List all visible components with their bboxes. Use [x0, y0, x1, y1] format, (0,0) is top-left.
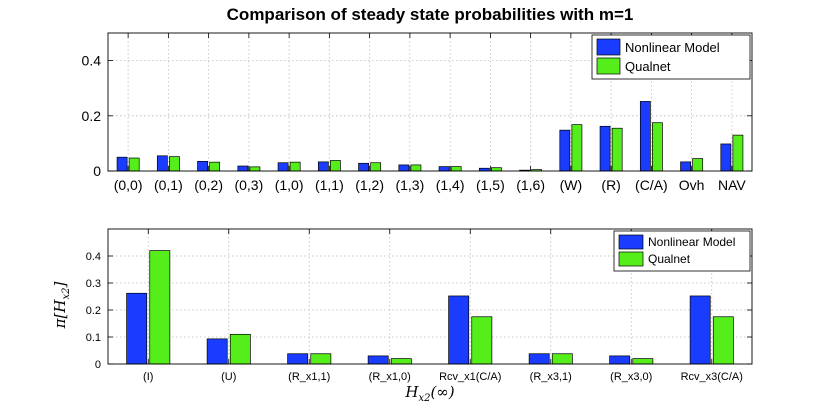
bar-qualnet: [551, 353, 573, 365]
bar-nonlinear-model: [116, 156, 128, 172]
x-tick-label: (1,0): [275, 177, 304, 193]
x-tick-label: (U): [221, 371, 236, 383]
x-tick-label: Ovh: [679, 177, 705, 193]
bar-qualnet: [249, 166, 261, 172]
x-tick-label: (1,3): [395, 177, 424, 193]
bar-nonlinear-model: [680, 161, 691, 172]
x-tick-label: (0,2): [194, 177, 223, 193]
top-plot: 0 0.2 0.4 (0,0) (0,1) (0,2) (0,3) (1,0) (1,1) (1,…: [82, 32, 753, 193]
x-tick-label: (W): [560, 177, 583, 193]
bar-qualnet: [410, 164, 422, 172]
x-tick-label: (1,4): [436, 177, 465, 193]
bar-qualnet: [712, 316, 734, 365]
bar-nonlinear-model: [126, 292, 148, 365]
y-tick-label: 0: [95, 359, 101, 371]
bar-nonlinear-model: [277, 162, 289, 172]
y-tick-label: 0.2: [82, 108, 102, 124]
bar-qualnet: [289, 161, 301, 172]
bar-qualnet: [491, 167, 502, 172]
x-tick-label: (1,2): [355, 177, 384, 193]
x-tick-label: (0,1): [154, 177, 183, 193]
bar-qualnet: [471, 316, 493, 365]
legend-swatch: [618, 251, 644, 267]
x-tick-label: Rcv_x3(C/A): [681, 371, 743, 383]
bar-qualnet: [229, 333, 251, 365]
bar-qualnet: [149, 250, 171, 365]
chart-title: Comparison of steady state probabilities…: [227, 5, 634, 24]
legend-entry: Qualnet: [625, 59, 671, 74]
bar-qualnet: [370, 162, 382, 172]
x-tick-label: (1,1): [315, 177, 344, 193]
bar-qualnet: [632, 358, 654, 365]
x-tick-label: (0,3): [234, 177, 263, 193]
bar-nonlinear-model: [398, 164, 410, 172]
y-tick-label: 0.1: [86, 332, 101, 344]
bar-qualnet: [571, 124, 583, 172]
bar-qualnet: [310, 353, 332, 365]
bar-nonlinear-model: [287, 353, 309, 365]
bottom-plot: 0 0.1 0.2 0.3 0.4 (I) (U) (R_x1,1) (R_x1,0) Rcv_x…: [86, 228, 753, 383]
bar-nonlinear-model: [448, 295, 470, 365]
bar-nonlinear-model: [639, 101, 651, 172]
x-tick-label: NAV: [718, 177, 746, 193]
x-tick-label: (R_x3,1): [530, 371, 572, 383]
x-tick-label: (1,6): [516, 177, 545, 193]
x-tick-label: (I): [143, 371, 153, 383]
x-tick-label: (R_x3,0): [610, 371, 652, 383]
bar-nonlinear-model: [367, 355, 389, 365]
legend-swatch: [596, 57, 621, 75]
y-tick-label: 0.4: [82, 53, 102, 69]
bar-qualnet: [692, 158, 704, 172]
legend-swatch: [618, 234, 644, 250]
plot-frame: [107, 228, 753, 365]
bar-nonlinear-model: [317, 161, 329, 172]
x-tick-label: (R_x1,1): [288, 371, 330, 383]
bar-nonlinear-model: [599, 125, 611, 172]
x-axis-label: Hx2(∞): [404, 383, 454, 404]
bar-qualnet: [169, 156, 180, 172]
x-tick-label: (0,0): [114, 177, 143, 193]
x-tick-label: (R): [601, 177, 620, 193]
legend-entry: Nonlinear Model: [625, 40, 720, 55]
legend-entry: Nonlinear Model: [648, 235, 735, 249]
bar-qualnet: [390, 358, 412, 365]
bar-nonlinear-model: [358, 162, 369, 172]
bar-qualnet: [450, 166, 462, 172]
bar-nonlinear-model: [689, 295, 711, 365]
bar-nonlinear-model: [206, 338, 228, 365]
bar-qualnet: [611, 127, 623, 172]
bar-nonlinear-model: [197, 160, 208, 172]
bar-qualnet: [209, 161, 221, 172]
plot-frame: [107, 32, 753, 172]
bar-nonlinear-model: [156, 155, 168, 172]
legend-swatch: [596, 38, 621, 56]
bar-nonlinear-model: [559, 129, 571, 172]
bar-nonlinear-model: [528, 353, 550, 365]
bar-nonlinear-model: [237, 165, 249, 172]
legend-entry: Qualnet: [648, 252, 691, 266]
y-tick-label: 0.3: [86, 278, 101, 290]
bar-qualnet: [652, 122, 663, 172]
y-tick-label: 0: [93, 163, 101, 179]
x-tick-label: (R_x1,0): [369, 371, 411, 383]
bar-qualnet: [128, 157, 140, 172]
bar-qualnet: [732, 134, 744, 172]
bar-qualnet: [330, 160, 341, 172]
x-tick-label: (1,5): [476, 177, 505, 193]
bar-nonlinear-model: [720, 143, 732, 172]
bar-nonlinear-model: [438, 166, 450, 172]
y-tick-label: 0.2: [86, 305, 101, 317]
bar-nonlinear-model: [609, 355, 631, 365]
y-axis-label: π[Hx2]: [51, 282, 72, 330]
y-tick-label: 0.4: [86, 251, 101, 263]
x-tick-label: (C/A): [635, 177, 668, 193]
x-tick-label: Rcv_x1(C/A): [439, 371, 501, 383]
